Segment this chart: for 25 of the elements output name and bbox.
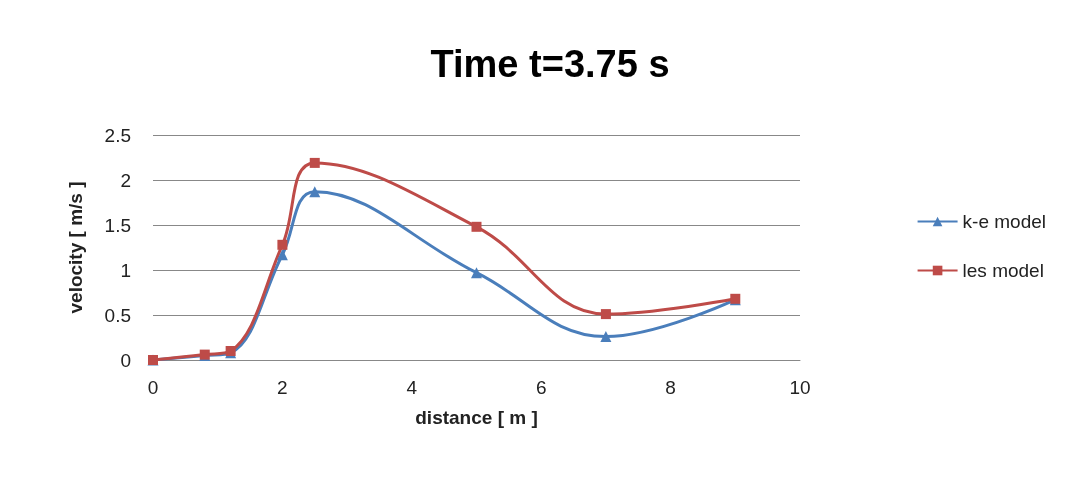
chart-title: Time t=3.75 s xyxy=(430,43,670,85)
point xyxy=(600,309,611,320)
point xyxy=(309,186,321,198)
point xyxy=(471,267,482,279)
point xyxy=(277,239,288,250)
x-tick-label: 2 xyxy=(277,377,288,398)
point xyxy=(276,249,288,261)
y-tick-label: 2.5 xyxy=(104,124,131,146)
legend-label: les model xyxy=(962,260,1044,281)
legend-label: k-e model xyxy=(962,211,1046,232)
point xyxy=(600,331,612,343)
y-tick-label: 2 xyxy=(120,169,131,191)
x-axis-title: distance [ m ] xyxy=(415,407,538,428)
x-tick-label: 10 xyxy=(789,377,811,398)
y-axis-title: velocity [ m/s ] xyxy=(65,181,86,314)
point xyxy=(471,221,482,232)
y-tick-label: 0.5 xyxy=(104,304,131,326)
x-tick-label: 8 xyxy=(665,377,676,398)
point xyxy=(309,157,320,168)
y-tick-label: 1 xyxy=(120,259,131,281)
x-tick-label: 6 xyxy=(535,377,547,398)
x-tick-label: 4 xyxy=(406,377,418,398)
x-tick-label: 0 xyxy=(147,377,159,398)
y-tick-label: 1.5 xyxy=(104,214,131,236)
y-tick-label: 0 xyxy=(120,349,131,371)
